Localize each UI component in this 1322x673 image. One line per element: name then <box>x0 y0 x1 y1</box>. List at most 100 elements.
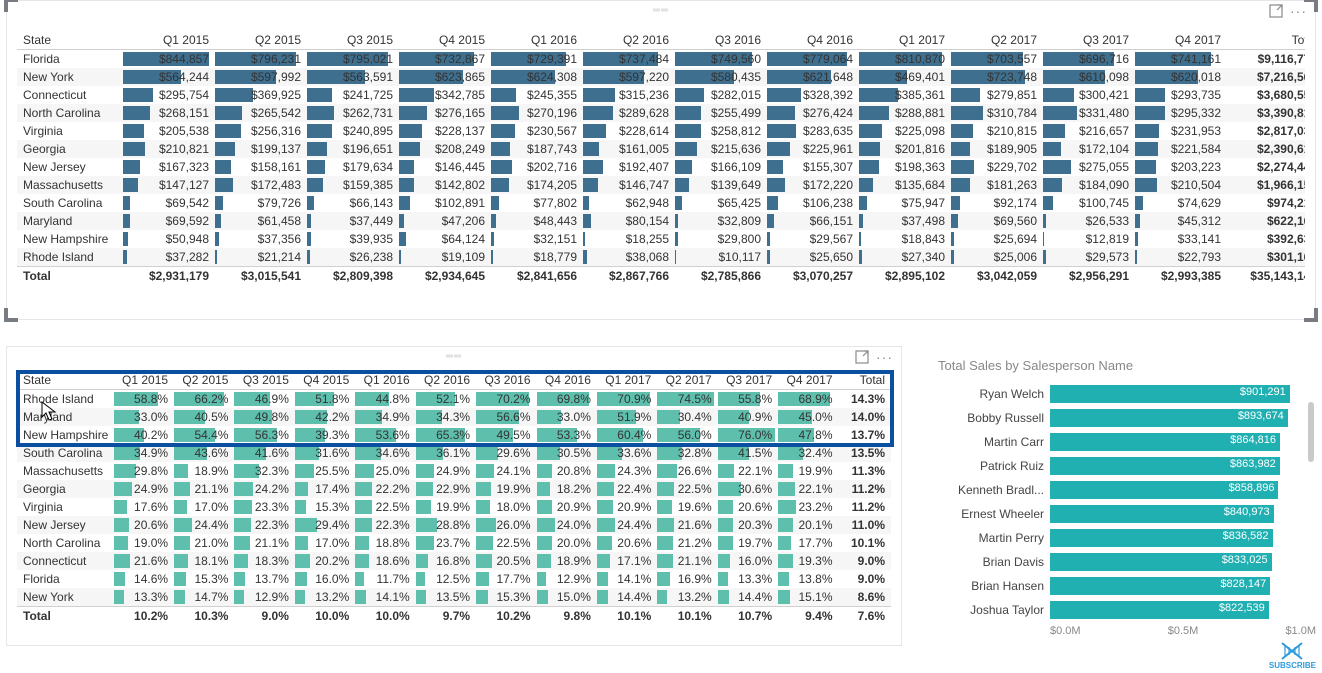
data-cell: $385,361 <box>859 86 951 104</box>
barchart-visual[interactable]: Total Sales by Salesperson Name Ryan Wel… <box>920 346 1316 671</box>
bar-track: $836,582 <box>1050 529 1316 547</box>
focus-mode-icon[interactable] <box>854 349 870 365</box>
table-row[interactable]: Virginia$205,538$256,316$240,895$228,137… <box>17 122 1305 140</box>
matrix2-table[interactable]: StateQ1 2015Q2 2015Q3 2015Q4 2015Q1 2016… <box>17 371 891 625</box>
matrix2-visual[interactable]: ══ ··· StateQ1 2015Q2 2015Q3 2015Q4 2015… <box>6 346 902 646</box>
column-header[interactable]: Q4 2016 <box>767 31 859 50</box>
column-header[interactable]: Q2 2015 <box>174 371 234 390</box>
table-row[interactable]: Georgia$210,821$199,137$196,651$208,249$… <box>17 140 1305 158</box>
bar-label: Bobby Russell <box>920 411 1050 425</box>
chart-bar-row[interactable]: Martin Perry$836,582 <box>920 527 1316 549</box>
chart-bar-row[interactable]: Joshua Taylor$822,539 <box>920 599 1316 621</box>
column-header[interactable]: Q3 2017 <box>718 371 778 390</box>
table-row[interactable]: South Carolina34.9%43.6%41.6%31.6%34.6%3… <box>17 444 891 462</box>
data-cell: $231,953 <box>1135 122 1227 140</box>
chart-bar-row[interactable]: Brian Davis$833,025 <box>920 551 1316 573</box>
table-row[interactable]: New York13.3%14.7%12.9%13.2%14.1%13.5%15… <box>17 588 891 607</box>
table-row[interactable]: Maryland$69,592$61,458$37,449$47,206$48,… <box>17 212 1305 230</box>
data-cell: $295,754 <box>123 86 215 104</box>
more-options-icon[interactable]: ··· <box>1290 4 1307 18</box>
more-options-icon[interactable]: ··· <box>876 350 893 364</box>
chart-bar-row[interactable]: Kenneth Bradl...$858,896 <box>920 479 1316 501</box>
column-header[interactable]: Q4 2015 <box>399 31 491 50</box>
focus-mode-icon[interactable] <box>1268 3 1284 19</box>
data-cell: $29,800 <box>675 230 767 248</box>
selection-corner-bl[interactable] <box>4 308 18 322</box>
subscribe-badge[interactable]: SUBSCRIBE <box>1269 641 1316 671</box>
column-header-state[interactable]: State <box>17 371 114 390</box>
chart-bar-row[interactable]: Ryan Welch$901,291 <box>920 383 1316 405</box>
column-header[interactable]: Q1 2016 <box>491 31 583 50</box>
table-row[interactable]: New Hampshire$50,948$37,356$39,935$64,12… <box>17 230 1305 248</box>
table-row[interactable]: North Carolina19.0%21.0%21.1%17.0%18.8%2… <box>17 534 891 552</box>
chart-bar-row[interactable]: Brian Hansen$828,147 <box>920 575 1316 597</box>
table-row[interactable]: New Jersey20.6%24.4%22.3%29.4%22.3%28.8%… <box>17 516 891 534</box>
column-header[interactable]: Q3 2015 <box>234 371 294 390</box>
chart-bar-row[interactable]: Bobby Russell$893,674 <box>920 407 1316 429</box>
selection-corner-tl[interactable] <box>4 0 18 12</box>
chart-bar-row[interactable]: Ernest Wheeler$840,973 <box>920 503 1316 525</box>
column-header[interactable]: Q1 2016 <box>355 371 415 390</box>
column-header[interactable]: Q4 2015 <box>295 371 355 390</box>
data-cell: 54.4% <box>174 426 234 444</box>
table-row[interactable]: Virginia17.6%17.0%23.3%15.3%22.5%19.9%18… <box>17 498 891 516</box>
scrollbar-thumb[interactable] <box>1308 402 1314 462</box>
data-cell: $202,716 <box>491 158 583 176</box>
column-header[interactable]: Q2 2015 <box>215 31 307 50</box>
table-row[interactable]: New York$564,244$597,992$563,591$623,865… <box>17 68 1305 86</box>
matrix1-visual[interactable]: ══ ··· StateQ1 2015Q2 2015Q3 2015Q4 2015… <box>6 0 1316 320</box>
column-header[interactable]: Q3 2016 <box>476 371 536 390</box>
table-row[interactable]: Florida14.6%15.3%13.7%16.0%11.7%12.5%17.… <box>17 570 891 588</box>
table-row[interactable]: Rhode Island$37,282$21,214$26,238$19,109… <box>17 248 1305 267</box>
data-cell: 19.9% <box>778 462 838 480</box>
column-header[interactable]: Q4 2016 <box>537 371 597 390</box>
column-header-total[interactable]: Total <box>839 371 891 390</box>
drag-handle-icon[interactable]: ══ <box>653 5 669 16</box>
data-cell: $146,747 <box>583 176 675 194</box>
selection-corner-br[interactable] <box>1304 308 1318 322</box>
table-row[interactable]: Massachusetts29.8%18.9%32.3%25.5%25.0%24… <box>17 462 891 480</box>
table-row[interactable]: Rhode Island58.8%66.2%46.9%51.8%44.8%52.… <box>17 390 891 409</box>
column-header[interactable]: Q4 2017 <box>778 371 838 390</box>
table-row[interactable]: Massachusetts$147,127$172,483$159,385$14… <box>17 176 1305 194</box>
column-header[interactable]: Q3 2016 <box>675 31 767 50</box>
bar-label: Brian Davis <box>920 555 1050 569</box>
column-header[interactable]: Q2 2017 <box>951 31 1043 50</box>
table-row[interactable]: New Hampshire40.2%54.4%56.3%39.3%53.6%65… <box>17 426 891 444</box>
column-header[interactable]: Q1 2017 <box>597 371 657 390</box>
data-cell: $167,323 <box>123 158 215 176</box>
column-header[interactable]: Q3 2015 <box>307 31 399 50</box>
table-row[interactable]: Connecticut$295,754$369,925$241,725$342,… <box>17 86 1305 104</box>
table-row[interactable]: Maryland33.0%40.5%49.8%42.2%34.9%34.3%56… <box>17 408 891 426</box>
column-header[interactable]: Q2 2016 <box>583 31 675 50</box>
column-header[interactable]: Q2 2017 <box>657 371 717 390</box>
subscribe-label: SUBSCRIBE <box>1269 661 1316 670</box>
data-cell: 20.2% <box>295 552 355 570</box>
column-header[interactable]: Q1 2017 <box>859 31 951 50</box>
data-cell: 13.3% <box>718 570 778 588</box>
drag-handle-icon[interactable]: ══ <box>446 351 462 362</box>
table-row[interactable]: New Jersey$167,323$158,161$179,634$146,4… <box>17 158 1305 176</box>
column-header-total[interactable]: Total <box>1227 31 1305 50</box>
data-cell: $199,137 <box>215 140 307 158</box>
data-cell: $208,249 <box>399 140 491 158</box>
column-header[interactable]: Q1 2015 <box>123 31 215 50</box>
table-row[interactable]: Florida$844,857$796,231$795,021$732,867$… <box>17 50 1305 69</box>
column-header[interactable]: Q4 2017 <box>1135 31 1227 50</box>
total-cell: $2,785,866 <box>675 267 767 286</box>
table-row[interactable]: Georgia24.9%21.1%24.2%17.4%22.2%22.9%19.… <box>17 480 891 498</box>
bar-track: $864,816 <box>1050 433 1316 451</box>
column-header-state[interactable]: State <box>17 31 123 50</box>
column-header[interactable]: Q2 2016 <box>416 371 476 390</box>
column-header[interactable]: Q1 2015 <box>114 371 174 390</box>
table-row[interactable]: North Carolina$268,151$265,542$262,731$2… <box>17 104 1305 122</box>
chart-bar-row[interactable]: Martin Carr$864,816 <box>920 431 1316 453</box>
matrix1-table[interactable]: StateQ1 2015Q2 2015Q3 2015Q4 2015Q1 2016… <box>17 31 1305 285</box>
data-cell: $229,702 <box>951 158 1043 176</box>
table-row[interactable]: Connecticut21.6%18.1%18.3%20.2%18.6%16.8… <box>17 552 891 570</box>
column-header[interactable]: Q3 2017 <box>1043 31 1135 50</box>
table-row[interactable]: South Carolina$69,542$79,726$66,143$102,… <box>17 194 1305 212</box>
data-cell: $282,015 <box>675 86 767 104</box>
chart-bar-row[interactable]: Patrick Ruiz$863,982 <box>920 455 1316 477</box>
data-cell: $65,425 <box>675 194 767 212</box>
